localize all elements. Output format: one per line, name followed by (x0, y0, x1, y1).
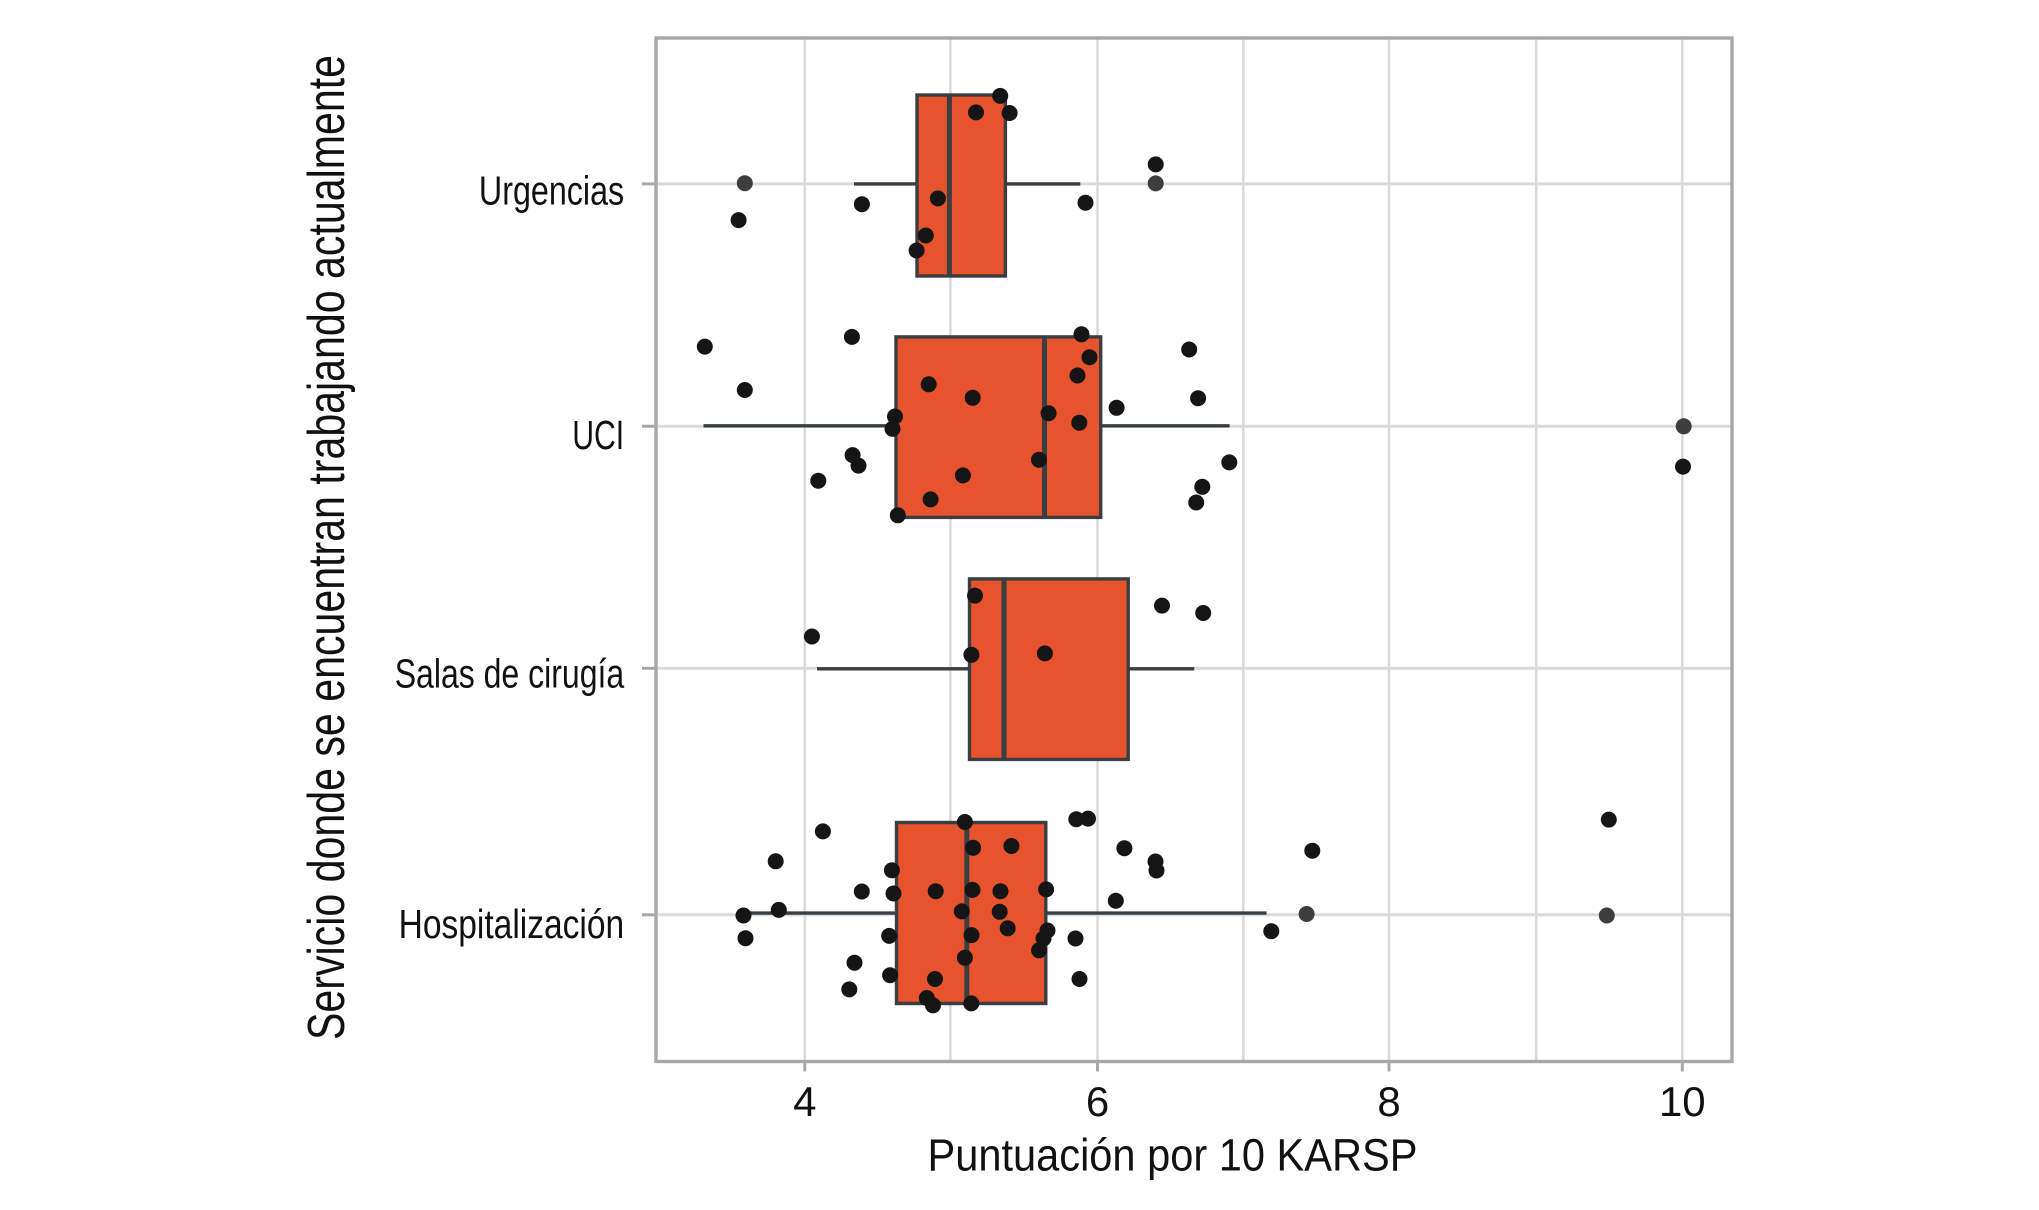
svg-text:4: 4 (793, 1078, 816, 1125)
svg-text:Salas de cirugía: Salas de cirugía (395, 651, 625, 697)
svg-text:Urgencias: Urgencias (479, 168, 624, 214)
svg-text:10: 10 (1659, 1078, 1706, 1125)
svg-text:UCI: UCI (572, 412, 624, 458)
svg-text:Servicio donde se encuentran t: Servicio donde se encuentran trabajando … (298, 55, 356, 1040)
svg-text:8: 8 (1377, 1078, 1400, 1125)
svg-text:Puntuación por 10 KARSP: Puntuación por 10 KARSP (928, 1130, 1418, 1181)
svg-text:Hospitalización: Hospitalización (399, 901, 625, 947)
svg-text:6: 6 (1086, 1078, 1109, 1125)
